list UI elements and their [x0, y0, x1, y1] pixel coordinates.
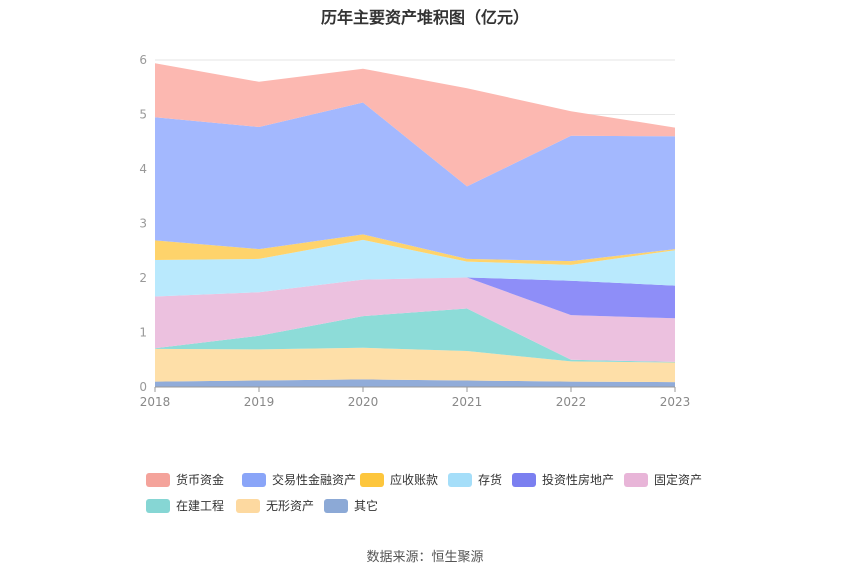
area-series-6	[155, 239, 675, 297]
y-tick-label: 0	[139, 380, 147, 394]
area-series-8	[155, 102, 675, 262]
legend-swatch	[448, 473, 472, 487]
legend-label: 其它	[354, 499, 379, 513]
x-tick-label: 2020	[348, 395, 379, 409]
legend-label: 无形资产	[266, 499, 315, 513]
y-tick-label: 5	[139, 108, 147, 122]
chart-title: 历年主要资产堆积图（亿元）	[320, 8, 529, 27]
area-series-1	[155, 379, 675, 387]
area-series-2	[155, 347, 675, 383]
x-tick-label: 2021	[452, 395, 483, 409]
y-tick-label: 2	[139, 271, 147, 285]
y-tick-label: 6	[139, 53, 147, 67]
legend-label: 投资性房地产	[542, 473, 615, 487]
legend-swatch	[146, 499, 170, 513]
legend-swatch	[624, 473, 648, 487]
legend-label: 货币资金	[176, 473, 225, 487]
y-tick-label: 4	[139, 162, 147, 176]
legend-swatch	[146, 473, 170, 487]
source-text: 数据来源：恒生聚源	[366, 550, 484, 565]
legend-swatch	[360, 473, 384, 487]
y-tick-label: 3	[139, 217, 147, 231]
legend-swatch	[242, 473, 266, 487]
legend-label: 交易性金融资产	[272, 473, 357, 487]
area-series-9	[155, 63, 675, 187]
legend-swatch	[236, 499, 260, 513]
area-series	[155, 63, 675, 387]
y-axis: 0 1 2 3 4 5 6	[139, 53, 147, 394]
area-series-7	[155, 234, 675, 265]
x-tick-label: 2019	[244, 395, 275, 409]
area-series-3	[155, 308, 675, 363]
y-tick-label: 1	[139, 326, 147, 340]
area-series-5	[155, 277, 675, 319]
legend-swatch	[512, 473, 536, 487]
legend-label: 存货	[478, 473, 503, 487]
x-axis: 2018 2019 2020 2021 2022 2023	[140, 386, 691, 409]
x-tick-label: 2018	[140, 395, 171, 409]
x-tick-label: 2023	[660, 395, 691, 409]
legend-label: 应收账款	[390, 473, 439, 487]
area-series-4	[155, 277, 675, 362]
x-tick-label: 2022	[556, 395, 587, 409]
legend-swatch	[324, 499, 348, 513]
legend-label: 在建工程	[176, 499, 225, 513]
legend-label: 固定资产	[654, 473, 703, 487]
